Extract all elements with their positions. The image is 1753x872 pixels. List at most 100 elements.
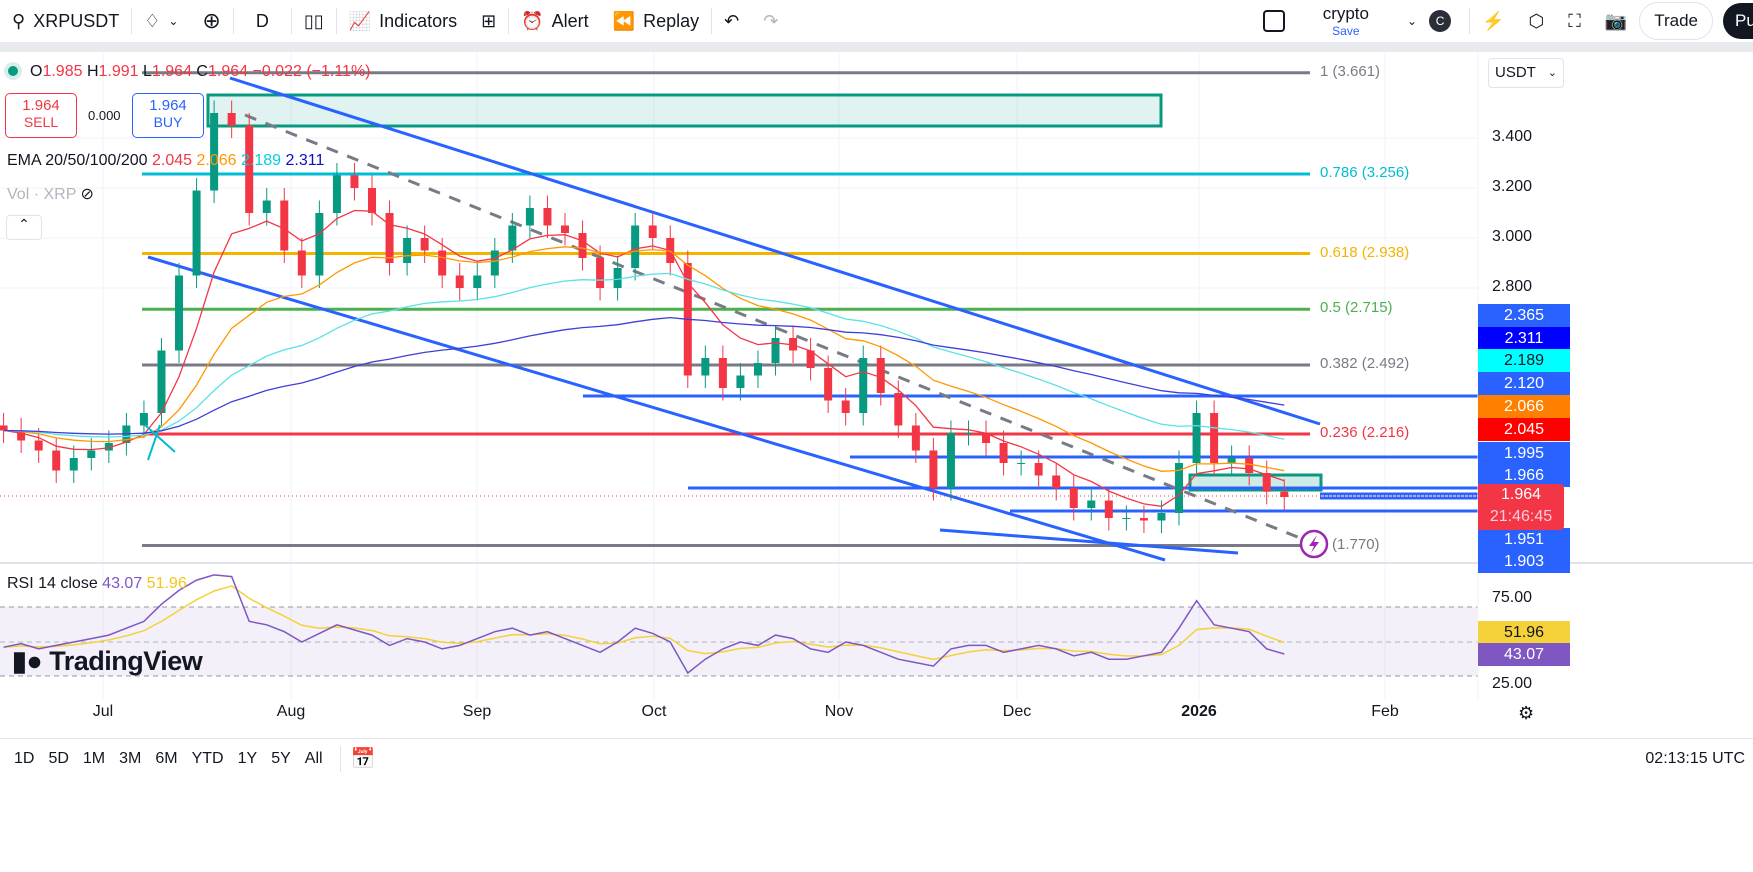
tv-logo-icon: ▮● <box>12 646 43 676</box>
candle-body <box>438 250 447 276</box>
layout-name-button[interactable]: crypto Save <box>1322 4 1369 38</box>
redo-button[interactable]: ↷ <box>751 0 790 42</box>
symbol-search-button[interactable]: ⚲ XRPUSDT <box>12 10 120 31</box>
candle-body <box>1192 413 1201 463</box>
interval-button[interactable]: D <box>255 10 269 31</box>
layout-button[interactable] <box>1251 0 1297 42</box>
candle-body <box>1210 413 1219 463</box>
time-tick: Dec <box>1002 703 1032 720</box>
supply-zone-box[interactable] <box>206 93 1163 128</box>
candle-body <box>280 200 289 251</box>
price-axis-label: 1.966 <box>1478 464 1570 487</box>
timeframe-ytd[interactable]: YTD <box>191 749 224 767</box>
grid-icon: ⊞ <box>481 10 497 31</box>
candle-body <box>368 188 377 213</box>
timeframe-5y[interactable]: 5Y <box>271 749 291 767</box>
status-dot <box>8 66 18 76</box>
fib-level-label[interactable]: 0.382 (2.492) <box>1320 355 1410 372</box>
toolbar-divider <box>0 42 1753 52</box>
fib-level-label[interactable]: 0.618 (2.938) <box>1320 243 1410 261</box>
plus-circle-icon: ⊕ <box>202 8 221 33</box>
candle-body <box>859 358 868 413</box>
fib-level-label[interactable]: 0.5 (2.715) <box>1320 299 1393 317</box>
compare-symbol-button[interactable]: ⊕ <box>190 0 232 42</box>
timeframe-5d[interactable]: 5D <box>48 749 69 767</box>
publish-button[interactable]: Pu <box>1723 3 1753 39</box>
last-price-value: 1.964 <box>1500 486 1542 503</box>
symbol-type-button[interactable]: ♢ ⌄ <box>132 0 190 42</box>
templates-button[interactable]: ⊞ <box>469 0 508 42</box>
candle-body <box>420 238 429 251</box>
candle-body <box>648 225 657 238</box>
candle-body <box>1017 463 1026 464</box>
save-link[interactable]: Save <box>1332 24 1360 38</box>
replay-button[interactable]: ⏪ Replay <box>612 10 700 31</box>
time-axis-settings-icon[interactable]: ⚙ <box>1518 703 1535 723</box>
buy-button[interactable]: 1.964 BUY <box>132 93 204 138</box>
candle-body <box>596 258 605 288</box>
timeframe-1m[interactable]: 1M <box>82 749 106 767</box>
candle-body <box>876 358 885 393</box>
layout-menu-button[interactable]: ⌄ <box>1395 0 1429 42</box>
rsi-legend[interactable]: RSI 14 close 43.07 51.96 <box>7 575 187 592</box>
chart-canvas[interactable] <box>0 0 1753 772</box>
chart-type-button[interactable]: ▯▯ <box>292 0 336 42</box>
indicators-button[interactable]: 📈 Indicators <box>348 10 458 31</box>
time-tick: Sep <box>462 703 492 720</box>
trade-button[interactable]: Trade <box>1639 2 1713 40</box>
avatar[interactable]: C <box>1429 10 1452 32</box>
clock[interactable]: 02:13:15 UTC <box>1645 749 1745 767</box>
candle-body <box>157 350 166 413</box>
candle-body <box>1139 518 1148 521</box>
candle-body <box>262 200 271 213</box>
date-range-icon[interactable]: 📅 <box>350 748 376 770</box>
trend-lines[interactable] <box>147 76 1478 562</box>
candle-body <box>227 113 236 126</box>
dashed-midline[interactable] <box>244 113 1306 542</box>
volume-legend[interactable]: Vol · XRP ⊘ <box>7 186 94 203</box>
timeframe-1d[interactable]: 1D <box>14 749 35 767</box>
fullscreen-button[interactable]: ⛶ <box>1556 0 1593 42</box>
tradingview-logo[interactable]: ▮● TradingView <box>12 646 203 676</box>
timeframe-all[interactable]: All <box>304 749 323 767</box>
alert-button[interactable]: ⏰ Alert <box>521 10 589 31</box>
candle-body <box>1262 473 1271 492</box>
currency-select[interactable]: USDT ⌄ <box>1488 58 1564 88</box>
ema-200-line <box>3 316 1285 435</box>
fib-level-label[interactable]: 1 (3.661) <box>1320 62 1381 80</box>
sell-button[interactable]: 1.964 SELL <box>5 93 77 138</box>
top-toolbar: ⚲ XRPUSDT ♢ ⌄ ⊕ D ▯▯ 📈 Indicators ⊞ ⏰ Alert … <box>0 0 1753 42</box>
cross-marker <box>144 424 176 461</box>
candle-body <box>578 233 587 258</box>
time-tick: Oct <box>641 703 667 720</box>
timeframe-6m[interactable]: 6M <box>155 749 178 767</box>
fib-level-label[interactable]: 0.786 (3.256) <box>1320 164 1410 181</box>
fib-level-label[interactable]: (1.770) <box>1332 535 1380 553</box>
screenshot-button[interactable]: 📷 <box>1593 0 1639 42</box>
ema-legend[interactable]: EMA 20/50/100/200 2.045 2.066 2.189 2.31… <box>7 152 325 169</box>
price-axis-label: 2.066 <box>1478 395 1570 418</box>
candle-body <box>753 363 762 376</box>
price-axis-label: 1.951 <box>1478 528 1570 551</box>
ema-100-line <box>3 272 1285 440</box>
candle-body <box>824 368 833 401</box>
timeframe-1y[interactable]: 1Y <box>237 749 258 767</box>
rewind-icon: ⏪ <box>612 10 636 31</box>
eye-off-icon[interactable]: ⊘ <box>80 186 94 203</box>
settings-button[interactable]: ⬡ <box>1516 0 1556 42</box>
candle-body <box>1087 500 1096 508</box>
timeframe-3m[interactable]: 3M <box>119 749 142 767</box>
candle-body <box>543 208 552 226</box>
candle-body <box>175 275 184 351</box>
quick-search-button[interactable]: ⚡ <box>1470 0 1516 42</box>
candle-body <box>104 443 113 451</box>
redo-icon: ↷ <box>763 10 779 31</box>
flash-icon[interactable] <box>1299 529 1329 559</box>
time-tick: Jul <box>92 703 114 720</box>
fib-level-label[interactable]: 0.236 (2.216) <box>1320 424 1410 441</box>
price-tick: 3.200 <box>1492 178 1533 195</box>
collapse-legend-button[interactable]: ⌃ <box>6 215 42 240</box>
candle-body <box>1227 458 1236 463</box>
undo-button[interactable]: ↶ <box>712 0 751 42</box>
candle-body <box>508 225 517 251</box>
